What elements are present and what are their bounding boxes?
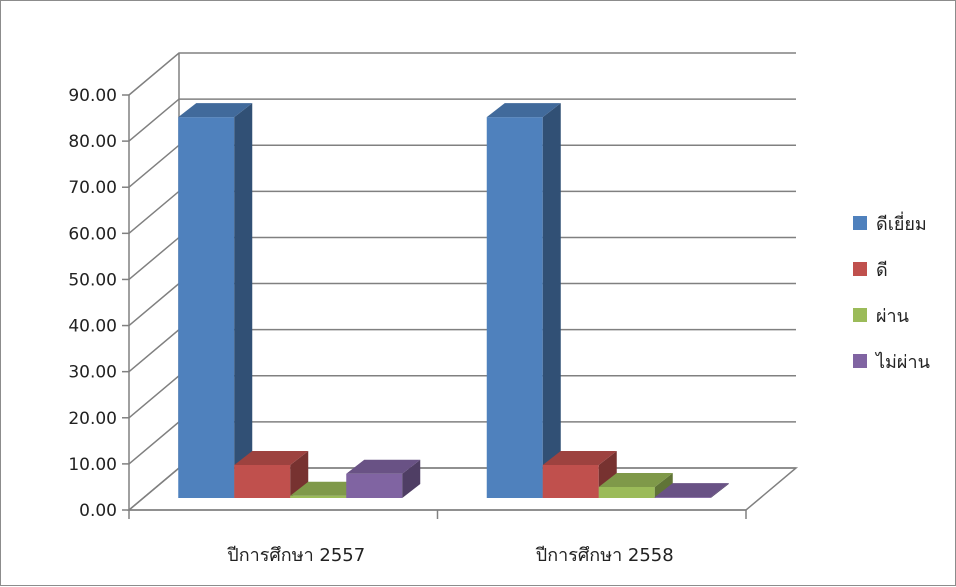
bar [486, 103, 561, 498]
bar-front-face [234, 464, 291, 498]
bar-top-face [598, 472, 673, 487]
legend-swatch [853, 308, 867, 322]
y-tick-label: 0.00 [79, 501, 117, 521]
bar-side-face [542, 103, 561, 498]
bar-side-face [402, 459, 421, 498]
y-tick-label: 70.00 [68, 178, 117, 198]
legend-swatch [853, 262, 867, 276]
bar-front-face [654, 497, 711, 498]
bars [178, 103, 729, 498]
bar-front-face [542, 464, 599, 498]
bar-front-face [290, 495, 347, 498]
x-category-label: ปีการศึกษา 2558 [535, 545, 673, 566]
legend-label: ดีเยี่ยม [876, 211, 927, 235]
y-tick-label: 40.00 [68, 317, 117, 337]
x-axis-labels: ปีการศึกษา 2557 ปีการศึกษา 2558 [227, 545, 674, 566]
bar-top-face [654, 483, 729, 498]
bar [598, 472, 673, 498]
bar-front-face [178, 117, 235, 498]
y-tick-label: 90.00 [68, 86, 117, 106]
y-tick-label: 30.00 [68, 363, 117, 383]
y-tick-label: 50.00 [68, 270, 117, 290]
legend-label: ผ่าน [876, 306, 909, 327]
bar-front-face [346, 473, 403, 498]
y-tick-label: 20.00 [68, 409, 117, 429]
y-tick-label: 60.00 [68, 224, 117, 244]
legend-item: ดีเยี่ยม [853, 211, 927, 235]
bar [654, 483, 729, 498]
y-tick-label: 10.00 [68, 455, 117, 475]
bar-side-face [654, 472, 673, 498]
bar-top-face [486, 103, 561, 118]
legend-item: ดี [853, 260, 888, 281]
bar-top-face [290, 481, 365, 496]
legend-label: ไม่ผ่าน [874, 351, 930, 373]
legend-label: ดี [876, 260, 888, 281]
legend-item: ไม่ผ่าน [853, 351, 930, 373]
bar-top-face [234, 450, 309, 465]
bar-front-face [486, 117, 543, 498]
y-tick-label: 80.00 [68, 132, 117, 152]
y-axis-ticks: 0.00 10.00 20.00 30.00 40.00 50.00 60.00 70.00 8… [68, 86, 117, 521]
legend-item: ผ่าน [853, 306, 909, 327]
axes [122, 94, 747, 519]
bar-side-face [234, 103, 253, 498]
bar-side-face [710, 483, 729, 498]
gridline [128, 52, 796, 96]
bar [178, 103, 253, 498]
bar-top-face [178, 103, 253, 118]
legend-swatch [853, 354, 867, 368]
legend-swatch [853, 216, 867, 230]
bar [346, 459, 421, 498]
bar-top-face [542, 450, 617, 465]
bar-top-face [346, 459, 421, 474]
x-category-label: ปีการศึกษา 2557 [227, 545, 365, 566]
bar-front-face [598, 486, 655, 498]
